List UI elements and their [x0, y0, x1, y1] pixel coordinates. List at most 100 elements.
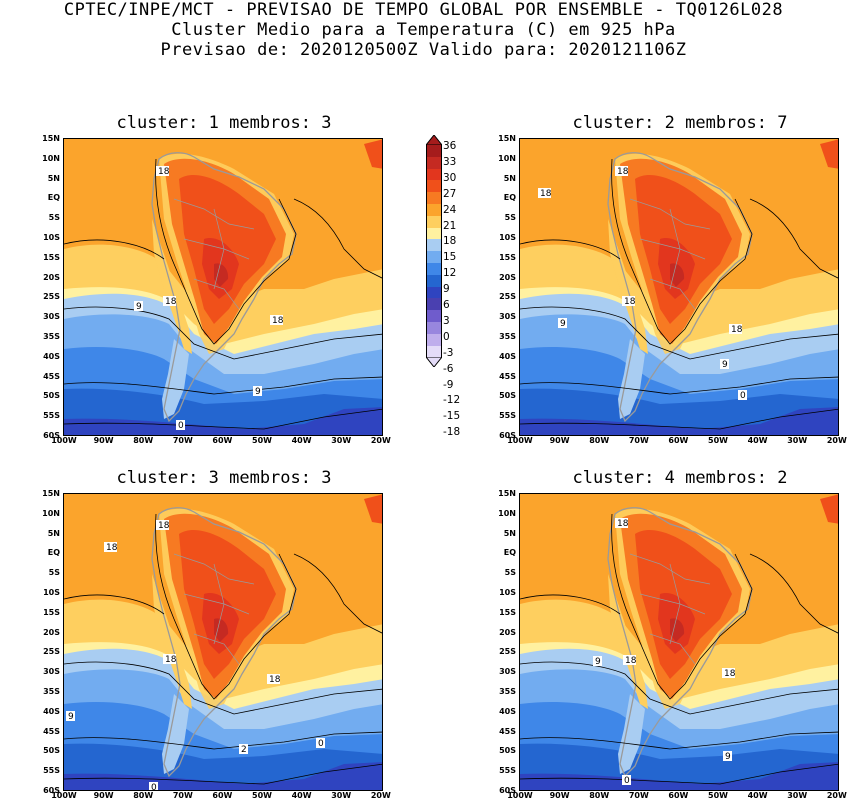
lon-tick-label: 70W — [628, 791, 649, 800]
figure-title: CPTEC/INPE/MCT - PREVISAO DE TEMPO GLOBA… — [0, 0, 847, 60]
lon-tick-label: 40W — [291, 791, 312, 800]
lon-tick-label: 30W — [331, 791, 352, 800]
colorbar-cell — [426, 310, 442, 322]
map-graphic-4: 18 18 18 9 9 0 — [520, 494, 838, 790]
lon-tick-label: 60W — [212, 791, 233, 800]
lon-tick-label: 20W — [370, 791, 391, 800]
lat-tick-label: 5S — [504, 213, 516, 223]
colorbar-tick-label: 24 — [443, 203, 457, 216]
contour-label: 9 — [722, 360, 728, 370]
lon-tick-label: 50W — [252, 791, 272, 800]
lon-tick-label: 30W — [787, 436, 808, 445]
lat-tick-label: 35S — [499, 332, 516, 341]
contour-label: 0 — [624, 776, 630, 786]
map-panel-4: 18 18 18 9 9 0 — [519, 493, 839, 791]
title-line-3: Previsao de: 2020120500Z Valido para: 20… — [160, 40, 687, 60]
colorbar-tick-label: 0 — [443, 330, 450, 343]
contour-label: 0 — [740, 391, 746, 401]
lon-tick-label: 50W — [708, 436, 728, 445]
lat-tick-label: 20S — [499, 627, 516, 637]
lon-tick-label: 50W — [708, 791, 728, 800]
lon-tick-label: 60W — [668, 436, 689, 445]
colorbar-cell — [426, 192, 442, 204]
lon-tick-label: 20W — [826, 791, 847, 800]
colorbar-cell — [426, 286, 442, 299]
lat-tick-label: 15N — [498, 134, 516, 143]
lat-tick-label: 60S — [499, 786, 516, 795]
lat-tick-label: 10N — [498, 153, 516, 163]
colorbar — [426, 135, 442, 368]
lat-tick-label: EQ — [503, 193, 516, 203]
lat-tick-label: 50S — [499, 391, 516, 401]
lat-tick-label: 35S — [43, 332, 60, 341]
colorbar-cell — [426, 333, 442, 346]
lat-tick-label: 55S — [499, 411, 516, 421]
lat-tick-label: 55S — [499, 766, 516, 776]
lon-tick-label: 100W — [51, 791, 77, 800]
panel-title-2: cluster: 2 membros: 7 — [572, 113, 788, 133]
map-panel-1: 18 18 18 9 9 0 — [63, 138, 383, 436]
lat-tick-label: 10S — [43, 233, 60, 242]
lat-tick-label: 60S — [43, 431, 60, 440]
contour-label: 18 — [540, 189, 552, 199]
colorbar-top-arrow — [426, 135, 442, 145]
lat-tick-label: 55S — [43, 411, 60, 421]
colorbar-tick-label: 15 — [443, 251, 457, 264]
contour-label: 18 — [106, 543, 118, 553]
contour-label: 18 — [165, 297, 177, 307]
colorbar-tick-label: 9 — [443, 283, 450, 296]
lon-tick-label: 80W — [133, 791, 154, 800]
lon-tick-label: 90W — [549, 436, 570, 445]
lon-tick-label: 60W — [212, 436, 233, 445]
contour-label: 0 — [178, 421, 184, 431]
contour-label: 18 — [625, 656, 637, 666]
colorbar-cell — [426, 345, 442, 358]
contour-label: 9 — [136, 302, 142, 312]
lat-tick-label: 50S — [43, 391, 60, 401]
colorbar-tick-label: -9 — [443, 378, 454, 391]
lat-tick-label: 5N — [47, 528, 60, 538]
lat-tick-label: 25S — [499, 292, 516, 302]
lon-tick-label: 90W — [93, 436, 114, 445]
lat-tick-label: EQ — [47, 548, 60, 558]
colorbar-tick-label: -6 — [443, 362, 454, 375]
colorbar-cell — [426, 145, 442, 157]
map-panel-2: 18 18 18 18 9 9 0 — [519, 138, 839, 436]
lon-tick-label: 50W — [252, 436, 272, 445]
colorbar-cell — [426, 251, 442, 263]
colorbar-cell — [426, 298, 442, 311]
lat-tick-label: 5S — [48, 568, 60, 578]
colorbar-cell — [426, 274, 442, 287]
lat-tick-label: 40S — [499, 351, 516, 361]
lat-tick-label: 45S — [499, 726, 516, 736]
colorbar-cell — [426, 215, 442, 228]
lat-tick-label: 15N — [498, 489, 516, 498]
colorbar-cell — [426, 180, 442, 193]
lat-tick-label: 60S — [499, 431, 516, 440]
lon-tick-label: 80W — [589, 436, 610, 445]
lon-tick-label: 40W — [291, 436, 312, 445]
lat-tick-label: 25S — [43, 647, 60, 657]
contour-label: 18 — [617, 519, 629, 529]
lat-tick-label: 45S — [43, 371, 60, 381]
lat-tick-label: 10S — [43, 588, 60, 597]
lat-tick-label: 35S — [499, 687, 516, 696]
lat-tick-label: 25S — [499, 647, 516, 657]
lat-tick-label: 10N — [42, 508, 60, 518]
colorbar-cell — [426, 239, 442, 252]
colorbar-cell — [426, 227, 442, 240]
contour-label: 9 — [725, 752, 731, 762]
lat-tick-label: 20S — [43, 627, 60, 637]
contour-label: 9 — [595, 657, 601, 667]
lon-tick-label: 80W — [133, 436, 154, 445]
panel-title-4: cluster: 4 membros: 2 — [572, 468, 788, 488]
lon-tick-label: 100W — [51, 436, 77, 445]
lat-tick-label: 10N — [42, 153, 60, 163]
contour-label: 18 — [158, 167, 170, 177]
contour-label: 0 — [151, 783, 157, 791]
colorbar-cell — [426, 262, 442, 275]
colorbar-tick-label: 21 — [443, 219, 457, 232]
lat-tick-label: 5N — [503, 173, 516, 183]
lat-tick-label: 5S — [48, 213, 60, 223]
colorbar-tick-label: -12 — [443, 394, 461, 407]
